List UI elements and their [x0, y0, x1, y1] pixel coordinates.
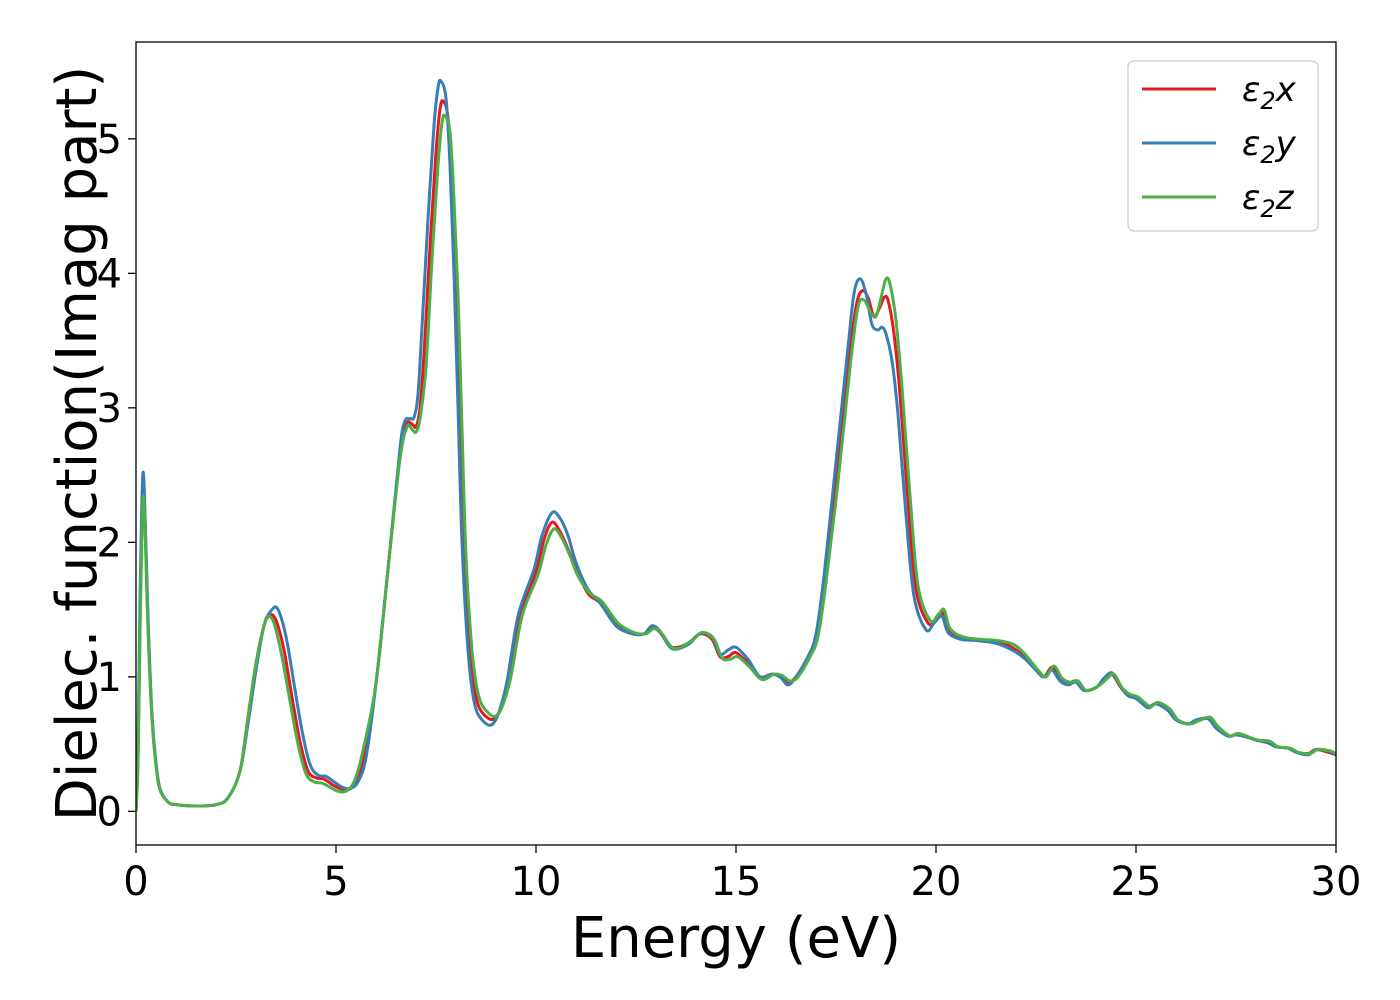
x-tick-label: 20 [911, 859, 962, 905]
legend-label-x: ε2x [1242, 70, 1297, 115]
y-axis: 0 1 2 3 4 5 [97, 117, 136, 835]
y-tick-label: 0 [97, 789, 122, 835]
legend: ε2x ε2y ε2z [1127, 60, 1319, 232]
y-tick-label: 1 [97, 655, 122, 701]
series-lines [136, 78, 1336, 812]
x-tick-label: 10 [511, 859, 562, 905]
y-tick-label: 5 [97, 117, 122, 163]
x-tick-label: 25 [1111, 859, 1162, 905]
x-tick-label: 5 [323, 859, 348, 905]
legend-label-z: ε2z [1242, 178, 1295, 223]
x-axis: 0 5 10 15 20 25 30 [123, 845, 1361, 905]
series-line-z [136, 113, 1336, 812]
y-tick-label: 3 [97, 386, 122, 432]
x-axis-title: Energy (eV) [571, 906, 901, 971]
y-axis-title: Dielec. function(Imag part) [45, 66, 110, 822]
y-tick-label: 2 [97, 520, 122, 566]
legend-box [1127, 60, 1319, 232]
x-tick-label: 15 [711, 859, 762, 905]
legend-label-y: ε2y [1242, 124, 1297, 169]
x-tick-label: 30 [1311, 859, 1362, 905]
x-tick-label: 0 [123, 859, 148, 905]
y-tick-label: 4 [97, 251, 122, 297]
